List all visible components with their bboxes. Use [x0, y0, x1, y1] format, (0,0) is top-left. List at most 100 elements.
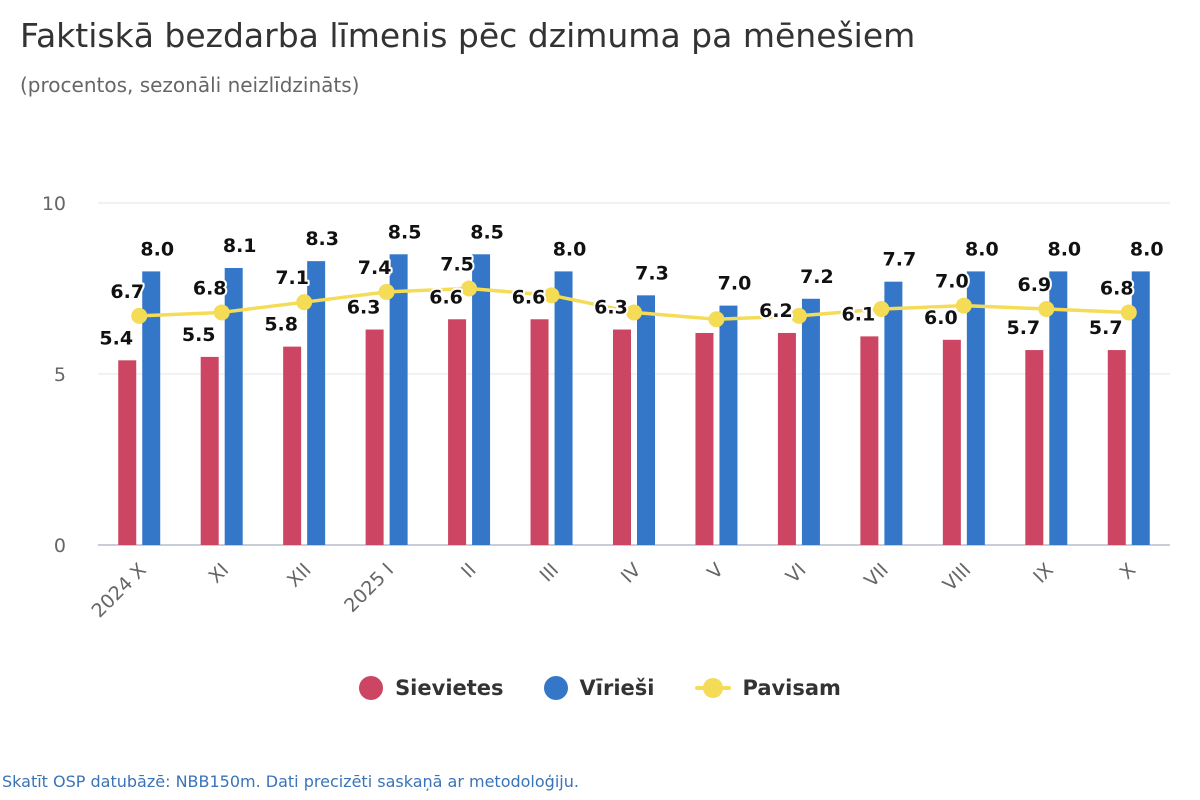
data-label-virieshi: 7.7 — [883, 249, 917, 271]
data-label-virieshi: 8.0 — [140, 238, 174, 260]
bar-virieshi — [801, 298, 820, 545]
bar-virieshi — [637, 295, 655, 545]
point-pavisam — [296, 294, 313, 311]
data-label-pavisam: 7.1 — [275, 267, 309, 289]
data-label-sievietes: 6.3 — [347, 297, 381, 319]
point-pavisam — [1038, 301, 1055, 318]
data-label-pavisam: 7.5 — [440, 254, 474, 276]
bar-sievietes — [365, 329, 384, 545]
x-axis: 2024 X XI XII 2025 I II III IV V VI VII VIII IX X — [88, 559, 1141, 622]
y-tick-label: 10 — [42, 193, 66, 215]
bar-sievietes — [530, 319, 549, 545]
bar-virieshi — [307, 261, 326, 545]
point-pavisam — [213, 304, 230, 321]
legend-marker-pavisam — [694, 676, 731, 700]
legend-item-virieshi[interactable]: Vīrieši — [543, 676, 655, 700]
x-tick-label: VI — [782, 559, 811, 588]
bar-virieshi — [224, 267, 243, 545]
bar-virieshi — [389, 254, 408, 546]
data-label-sievietes: 6.2 — [759, 300, 793, 322]
legend-label-virieshi: Vīrieši — [579, 676, 655, 700]
x-tick-label: II — [457, 559, 480, 582]
x-tick-label: IX — [1029, 559, 1058, 588]
data-label-virieshi: 8.1 — [223, 235, 257, 257]
point-pavisam — [131, 307, 148, 324]
bar-virieshi — [472, 254, 491, 546]
data-label-pavisam: 6.8 — [1100, 277, 1134, 299]
chart-title: Faktiskā bezdarba līmenis pēc dzimuma pa… — [20, 16, 916, 55]
data-label-sievietes: 6.0 — [924, 307, 958, 329]
data-label-pavisam: 6.9 — [1017, 274, 1051, 296]
bar-sievietes — [777, 332, 796, 545]
bars — [118, 254, 1150, 546]
y-tick-label: 0 — [54, 535, 66, 557]
data-label-sievietes: 5.7 — [1089, 317, 1123, 339]
data-label-pavisam: 6.8 — [193, 277, 227, 299]
legend-item-sievietes[interactable]: Sievietes — [359, 676, 504, 700]
point-pavisam — [1120, 304, 1137, 321]
bar-sievietes — [942, 339, 961, 545]
bar-sievietes — [1107, 350, 1126, 545]
data-label-virieshi: 7.0 — [718, 273, 752, 295]
footer-link[interactable]: Skatīt OSP datubāzē: NBB150m. Dati preci… — [2, 772, 579, 791]
data-label-sievietes: 6.3 — [594, 297, 628, 319]
bar-sievietes — [200, 356, 219, 545]
x-tick-label: 2024 X — [88, 559, 151, 622]
x-tick-label: X — [1116, 559, 1141, 584]
x-tick-label: XII — [283, 559, 316, 592]
y-axis: 0 5 10 — [42, 193, 66, 557]
data-labels: 5.4 8.0 6.7 5.5 8.1 6.8 5.8 8.3 7.1 6.3 8.5 7.4 6.6 8… — [97, 219, 1165, 351]
data-label-sievietes: 6.6 — [429, 286, 463, 308]
legend-marker-sievietes — [359, 676, 384, 700]
point-pavisam — [955, 297, 972, 314]
bar-virieshi — [1131, 271, 1150, 545]
bar-sievietes — [1025, 350, 1044, 545]
data-label-sievietes: 5.4 — [99, 327, 133, 349]
legend-label-pavisam: Pavisam — [742, 676, 841, 700]
data-label-virieshi: 8.0 — [1047, 238, 1081, 260]
bar-virieshi — [1049, 271, 1068, 545]
total-line — [131, 280, 1137, 328]
bar-sievietes — [448, 319, 467, 545]
data-label-pavisam: 7.4 — [358, 257, 392, 279]
point-pavisam — [626, 304, 642, 321]
data-label-virieshi: 7.2 — [800, 266, 834, 288]
x-tick-label: XI — [205, 559, 234, 588]
data-label-sievietes: 6.6 — [512, 286, 546, 308]
legend: Sievietes Vīrieši Pavisam — [0, 670, 1200, 706]
data-label-sievietes: 5.5 — [182, 324, 216, 346]
bar-virieshi — [142, 271, 161, 545]
chart-subtitle: (procentos, sezonāli neizlīdzināts) — [20, 73, 360, 97]
data-label-pavisam: 6.7 — [110, 281, 144, 303]
bar-sievietes — [613, 329, 631, 545]
bar-sievietes — [860, 336, 879, 545]
point-pavisam — [708, 311, 725, 328]
y-tick-label: 5 — [54, 364, 66, 386]
legend-item-pavisam[interactable]: Pavisam — [694, 676, 841, 700]
bar-virieshi — [554, 271, 573, 545]
x-tick-label: III — [536, 559, 563, 586]
data-label-sievietes: 5.7 — [1006, 317, 1040, 339]
x-tick-label: V — [703, 559, 728, 584]
data-label-virieshi: 8.0 — [1130, 238, 1164, 260]
bar-virieshi — [966, 271, 985, 545]
legend-label-sievietes: Sievietes — [395, 676, 504, 700]
bar-virieshi — [884, 281, 903, 545]
bar-virieshi — [719, 305, 738, 545]
x-tick-label: 2025 I — [340, 559, 398, 617]
point-pavisam — [378, 283, 395, 300]
x-tick-label: VII — [860, 559, 893, 592]
x-tick-label: IV — [617, 559, 646, 588]
point-pavisam — [461, 280, 478, 297]
data-label-virieshi: 8.0 — [553, 238, 587, 260]
chart-plot: 0 5 10 5.4 8.0 6.7 5.5 8.1 6.8 5.8 8.3 7.1 6.3 8.5 7.… — [42, 193, 1170, 622]
data-label-virieshi: 8.5 — [388, 221, 422, 243]
data-label-virieshi: 8.5 — [470, 221, 504, 243]
gridlines — [98, 202, 1170, 546]
data-label-pavisam: 7.0 — [935, 271, 969, 293]
bar-sievietes — [695, 332, 714, 545]
data-label-virieshi: 7.3 — [635, 262, 669, 284]
data-label-virieshi: 8.3 — [305, 228, 339, 250]
bar-sievietes — [118, 360, 137, 545]
x-tick-label: VIII — [939, 559, 976, 596]
